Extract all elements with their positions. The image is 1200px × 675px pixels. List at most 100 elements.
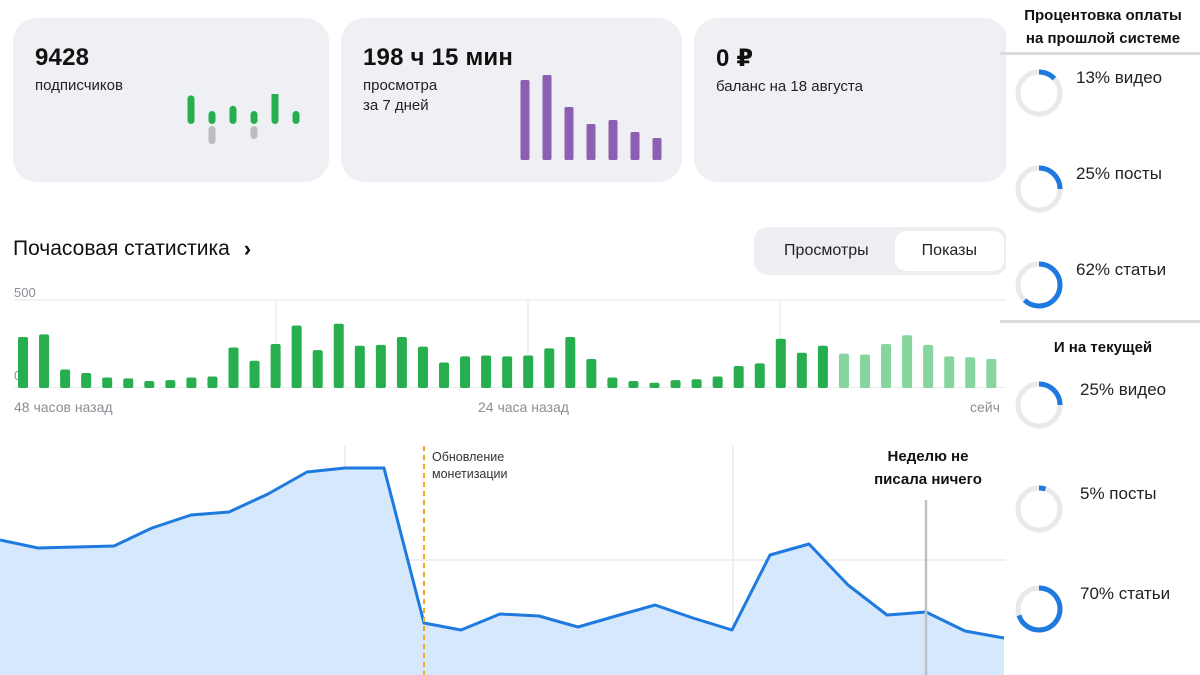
x-tick-now: сейч — [970, 399, 1000, 415]
views-card[interactable]: 198 ч 15 мин просмотра за 7 дней — [341, 18, 682, 182]
y-tick-zero: 0 — [14, 368, 22, 383]
tab-impressions[interactable]: Показы — [894, 231, 1004, 271]
donut-value — [1015, 485, 1063, 533]
divider — [1000, 320, 1200, 323]
chevron-right-icon: › — [243, 236, 252, 261]
spark-bar — [208, 111, 216, 124]
payment-split-panel: Процентовка оплаты на прошлой системе И … — [1006, 0, 1200, 675]
hourly-bar — [754, 363, 765, 388]
area-fill — [0, 468, 1004, 675]
donut-chart — [1015, 381, 1063, 429]
hourly-bar — [291, 325, 302, 388]
spark-bar — [608, 120, 618, 160]
views-sparkline — [520, 75, 662, 160]
hourly-bar — [691, 379, 702, 388]
spark-bar — [520, 80, 530, 160]
annotation-monetization-update: Обновление монетизации — [432, 449, 508, 483]
hourly-bar — [902, 335, 913, 388]
spark-bar-neg — [208, 126, 216, 145]
hourly-bar-chart — [14, 299, 1006, 388]
spark-bar — [630, 132, 640, 160]
metric-switch: Просмотры Показы — [754, 227, 1008, 275]
spark-bar — [187, 95, 195, 124]
hourly-bar — [439, 362, 449, 388]
hourly-bar — [207, 376, 218, 388]
current-system-title: И на текущей — [1053, 339, 1153, 356]
spark-bar — [229, 105, 237, 124]
donut-track — [1015, 485, 1063, 533]
hourly-bar — [333, 323, 344, 388]
hourly-bar — [965, 357, 976, 388]
donut-label: 5% посты — [1080, 484, 1157, 503]
spark-bar — [271, 94, 279, 124]
hourly-bar — [165, 380, 176, 388]
donut-value — [1015, 165, 1063, 213]
hourly-bar — [670, 380, 681, 388]
hourly-bar — [607, 377, 618, 388]
views-label-line2: за 7 дней — [363, 97, 429, 114]
hourly-stats-title: Почасовая статистика — [13, 237, 230, 260]
spark-bar — [250, 111, 258, 124]
balance-label: баланс на 18 августа — [716, 78, 863, 95]
hourly-bar — [18, 336, 28, 388]
hourly-stats-link[interactable]: Почасовая статистика › — [13, 236, 251, 262]
spark-bar — [542, 75, 552, 160]
hourly-bar — [417, 346, 428, 388]
hourly-bar — [775, 338, 786, 388]
divider — [1000, 52, 1200, 55]
hourly-bar — [944, 356, 955, 388]
old-system-title: Процентовка оплаты на прошлой системе — [1006, 4, 1200, 50]
hourly-bar — [39, 334, 50, 388]
hourly-bar — [649, 382, 660, 388]
annotation-no-posts-week: Неделю не писала ничего — [858, 445, 998, 491]
hourly-bar — [460, 356, 471, 388]
hourly-bar — [923, 344, 934, 388]
hourly-bar — [502, 356, 513, 388]
subscribers-value: 9428 — [35, 44, 90, 71]
hourly-bar — [586, 358, 597, 388]
hourly-bar — [81, 373, 92, 388]
annotation-line: Обновление — [432, 450, 505, 464]
hourly-bar — [123, 378, 134, 388]
hourly-bar — [270, 344, 281, 388]
annotation-line: писала ничего — [874, 471, 982, 488]
views-value: 198 ч 15 мин — [363, 44, 514, 71]
donut-label: 62% статьи — [1076, 260, 1167, 279]
subscribers-card[interactable]: 9428 подписчиков — [13, 18, 329, 182]
spark-bar — [564, 107, 574, 160]
hourly-bar — [102, 377, 113, 388]
donut-label: 25% посты — [1076, 164, 1162, 183]
hourly-bar — [881, 344, 892, 388]
donut-chart — [1015, 69, 1063, 117]
subscribers-sparkline — [187, 94, 300, 145]
hourly-bar — [523, 355, 534, 388]
hourly-bar — [396, 336, 407, 388]
balance-value: 0 ₽ — [716, 45, 754, 72]
views-label: просмотра за 7 дней — [363, 76, 660, 116]
hourly-bar — [375, 344, 386, 388]
hourly-bar — [354, 345, 365, 388]
hourly-bar — [249, 360, 260, 388]
hourly-bar — [144, 380, 155, 388]
donut-value — [1015, 69, 1063, 117]
hourly-bar — [628, 380, 639, 388]
donut-label: 13% видео — [1076, 68, 1163, 87]
subscribers-label: подписчиков — [35, 77, 123, 94]
donut-value — [1015, 381, 1063, 429]
tab-views[interactable]: Просмотры — [784, 242, 869, 259]
donut-value — [1015, 261, 1063, 309]
views-label-line1: просмотра — [363, 77, 438, 94]
hourly-bar — [565, 336, 576, 388]
balance-card[interactable]: 0 ₽ баланс на 18 августа — [694, 18, 1008, 182]
spark-bar — [586, 124, 596, 160]
trend-area-chart — [0, 446, 1006, 675]
hourly-bar — [312, 350, 323, 388]
hourly-bar — [860, 354, 870, 388]
x-tick-48h: 48 часов назад — [14, 399, 113, 415]
y-tick-max: 500 — [14, 285, 36, 300]
annotation-line: монетизации — [432, 467, 508, 481]
hourly-bar — [817, 345, 828, 388]
old-system-title-line1: Процентовка оплаты — [1024, 7, 1182, 24]
donut-chart — [1015, 485, 1063, 533]
hourly-bar — [60, 369, 71, 388]
